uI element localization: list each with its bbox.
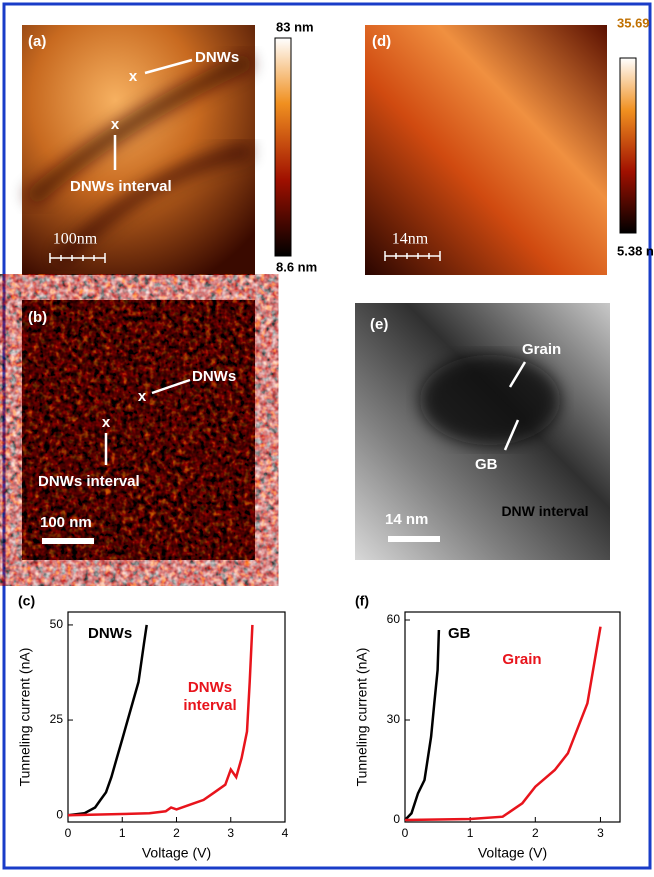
y-tick-label: 50 <box>50 617 64 631</box>
panel-label: (f) <box>355 593 369 609</box>
point-mark: x <box>111 116 120 133</box>
colorbar <box>275 38 291 256</box>
annotation: DNWs interval <box>38 473 140 490</box>
tspan: DNWs <box>188 679 232 696</box>
region-label: DNW interval <box>501 503 588 519</box>
figure: (a) x DNWs x DNWs interval 100nm 83 nm 8… <box>0 0 654 872</box>
panel-label: (a) <box>28 33 46 50</box>
x-tick-label: 1 <box>467 826 474 840</box>
colorbar-min: 5.38 nm <box>617 243 654 258</box>
annotation: Grain <box>522 341 561 358</box>
colorbar-max: 83 nm <box>276 19 314 34</box>
scale-bar-label: 100 nm <box>40 514 92 531</box>
y-axis-label: Tunneling current (nA) <box>354 648 370 787</box>
panel-label: (c) <box>18 593 35 609</box>
scale-bar-label: 14 nm <box>385 511 428 528</box>
series-line <box>68 625 252 815</box>
point-mark: x <box>129 68 138 85</box>
colorbar-max: 35.69 nm <box>617 15 654 30</box>
scale-bar <box>42 538 94 544</box>
y-axis-label: Tunneling current (nA) <box>17 648 33 787</box>
y-tick-label: 30 <box>387 712 401 726</box>
x-tick-label: 3 <box>597 826 604 840</box>
legend-label: GB <box>448 625 471 642</box>
annotation: GB <box>475 456 498 473</box>
series-line <box>405 630 439 820</box>
panel-label: (b) <box>28 309 47 326</box>
tspan: interval <box>183 697 236 714</box>
y-tick-label: 60 <box>387 612 401 626</box>
y-tick-label: 0 <box>393 812 400 826</box>
point-mark: x <box>138 388 147 405</box>
scale-bar <box>388 536 440 542</box>
colorbar-min: 8.6 nm <box>276 259 317 274</box>
y-tick-label: 0 <box>56 807 63 821</box>
colorbar <box>620 58 636 233</box>
scale-bar-label: 100nm <box>53 231 98 248</box>
scale-bar-label: 14nm <box>392 231 429 248</box>
x-tick-label: 2 <box>532 826 539 840</box>
legend-label: DNWs <box>88 625 132 642</box>
point-mark: x <box>102 414 111 431</box>
annotation: DNWs <box>192 368 236 385</box>
panel-label: (e) <box>370 316 388 333</box>
x-tick-label: 4 <box>282 826 289 840</box>
panel-label: (d) <box>372 33 391 50</box>
legend-label: Grain <box>502 651 541 668</box>
annotation: DNWs interval <box>70 178 172 195</box>
x-tick-label: 0 <box>65 826 72 840</box>
texture <box>420 355 560 445</box>
x-axis-label: Voltage (V) <box>478 845 547 861</box>
y-tick-label: 25 <box>50 712 64 726</box>
annotation: DNW interval <box>501 503 588 519</box>
x-tick-label: 3 <box>227 826 234 840</box>
page: (a) x DNWs x DNWs interval 100nm 83 nm 8… <box>0 0 654 877</box>
x-tick-label: 0 <box>402 826 409 840</box>
annotation: DNWs <box>195 49 239 66</box>
x-tick-label: 2 <box>173 826 180 840</box>
x-tick-label: 1 <box>119 826 126 840</box>
series-line <box>68 625 147 815</box>
x-axis-label: Voltage (V) <box>142 845 211 861</box>
